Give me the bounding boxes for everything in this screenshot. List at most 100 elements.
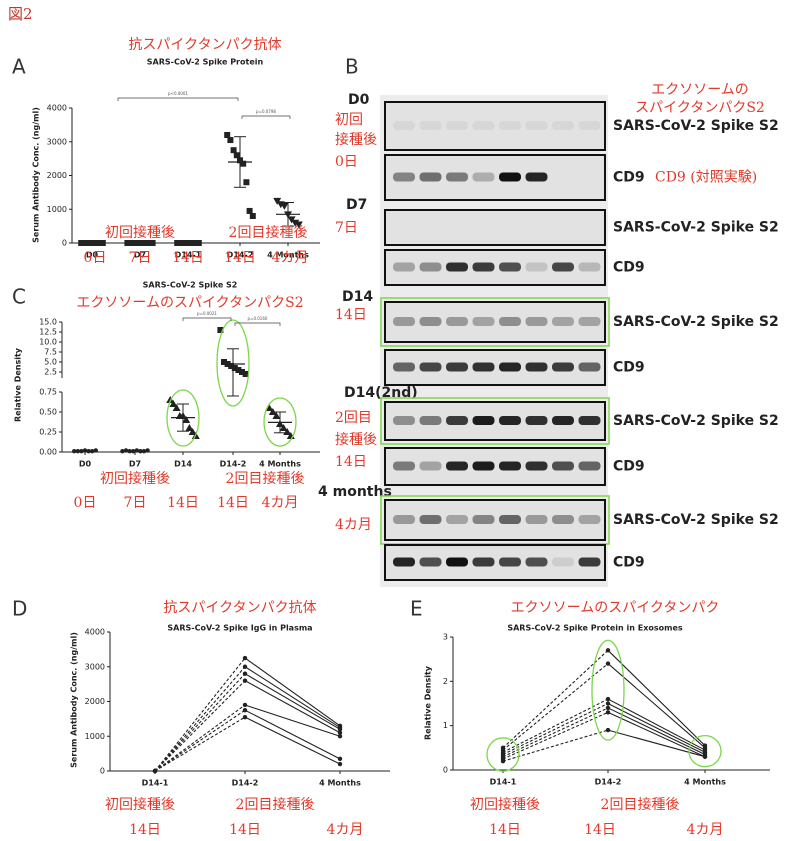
highlight-ellipse [591, 639, 625, 741]
significance-bracket [241, 115, 291, 119]
pair-segment [607, 649, 706, 747]
annotation-group: 2回目接種後 [226, 470, 305, 487]
annotation-day: 14日 [129, 822, 161, 838]
blot-frame [384, 154, 606, 201]
blot-band [446, 515, 468, 524]
pair-segment [607, 703, 706, 753]
blot-band [419, 416, 442, 425]
blot-group-label: D0 [348, 92, 370, 108]
blot-day-label: 14日 [335, 307, 367, 323]
blot-band [578, 461, 601, 471]
annotation-group: 2回目接種後 [236, 796, 315, 813]
panel-letter: A [12, 55, 26, 79]
panel-letter: E [410, 597, 423, 621]
blot-band [578, 557, 601, 567]
blot-day-label: 4カ月 [335, 517, 372, 533]
data-point [500, 758, 506, 764]
blot-membrane [385, 155, 605, 200]
pair-segment [244, 716, 341, 765]
blot-band [552, 515, 574, 524]
pair-segment [154, 657, 246, 772]
data-point [337, 727, 343, 732]
annotation-day: 7日 [129, 250, 152, 266]
blot-band [552, 557, 574, 567]
data-point [337, 730, 343, 735]
data-point [240, 160, 247, 167]
p-value: p<0.0001 [168, 91, 188, 96]
y-tick-label: 0.00 [39, 448, 57, 457]
data-point [605, 648, 611, 653]
x-tick-label: 4 Months [259, 460, 301, 469]
pair-segment [154, 704, 246, 772]
y-tick-label: 0 [62, 239, 67, 248]
data-point [246, 207, 253, 214]
blot-band [419, 317, 442, 326]
data-point [230, 147, 237, 154]
data-point [605, 696, 611, 702]
data-point [152, 768, 158, 774]
blot-frame [384, 101, 606, 151]
annotation-group: 2回目接種後 [229, 224, 308, 241]
blot-frame [384, 349, 606, 386]
data-point [124, 240, 131, 246]
y-tick-label: 3 [443, 633, 448, 642]
blot-band [419, 461, 442, 471]
annotation-group: 2回目接種後 [601, 796, 680, 813]
annotation-day: 14日 [172, 250, 204, 266]
panel-letter: D [12, 597, 27, 621]
blot-frame [384, 447, 606, 486]
blot-band [446, 262, 468, 272]
blot-day-label: 2回目 [335, 410, 372, 426]
data-point [294, 221, 303, 229]
blot-band [393, 172, 415, 182]
annotation-day: 4カ月 [327, 822, 364, 838]
blot-band [472, 461, 495, 471]
chart-subtitle: SARS-CoV-2 Spike S2 [143, 281, 238, 290]
annotation-group: 初回接種後 [105, 796, 175, 813]
x-tick-label: D14 [174, 460, 192, 469]
blot-band [472, 416, 495, 425]
data-point [120, 449, 125, 454]
x-tick-label: 4 Months [684, 778, 726, 787]
pair-segment [154, 709, 246, 772]
x-tick-label: D14-2 [232, 779, 259, 788]
blot-band [393, 262, 415, 272]
data-point [242, 678, 248, 683]
blot-band [472, 362, 495, 372]
blot-band [472, 317, 495, 326]
blot-band [525, 172, 548, 182]
blot-row-label: SARS-CoV-2 Spike S2 [613, 314, 779, 330]
data-point [182, 416, 191, 423]
pair-segment [154, 666, 246, 772]
blot-frame [384, 209, 606, 246]
y-tick-label: 2 [443, 677, 448, 686]
annotation-day: 0日 [84, 250, 107, 266]
blot-band [499, 262, 521, 272]
blot-membrane [385, 302, 605, 342]
panel-letter: B [345, 55, 359, 79]
blot-frame [384, 401, 606, 441]
significance-bracket [182, 317, 232, 321]
blot-band [446, 557, 468, 567]
annotation-day: 4カ月 [687, 822, 724, 838]
blot-row-label: CD9 [613, 459, 645, 475]
y-axis-label: Relative Density [424, 665, 433, 740]
blot-band [499, 172, 521, 182]
chart-subtitle: SARS-CoV-2 Spike Protein in Exosomes [507, 624, 683, 633]
x-tick-label: D7 [134, 251, 146, 260]
y-tick-label: 3000 [85, 662, 105, 671]
blot-row-label: CD9 [613, 360, 645, 376]
data-point [242, 702, 248, 708]
data-point [337, 734, 343, 739]
y-tick-label: 4000 [47, 104, 67, 113]
x-tick-label: D0 [79, 460, 92, 469]
data-point [169, 400, 178, 407]
data-point [233, 152, 240, 159]
blot-band [446, 362, 468, 372]
pair-segment [244, 657, 341, 727]
pair-segment [502, 711, 609, 760]
data-point [224, 132, 231, 138]
panel-letter: C [12, 285, 26, 309]
data-point [279, 424, 288, 431]
pair-segment [154, 716, 246, 772]
